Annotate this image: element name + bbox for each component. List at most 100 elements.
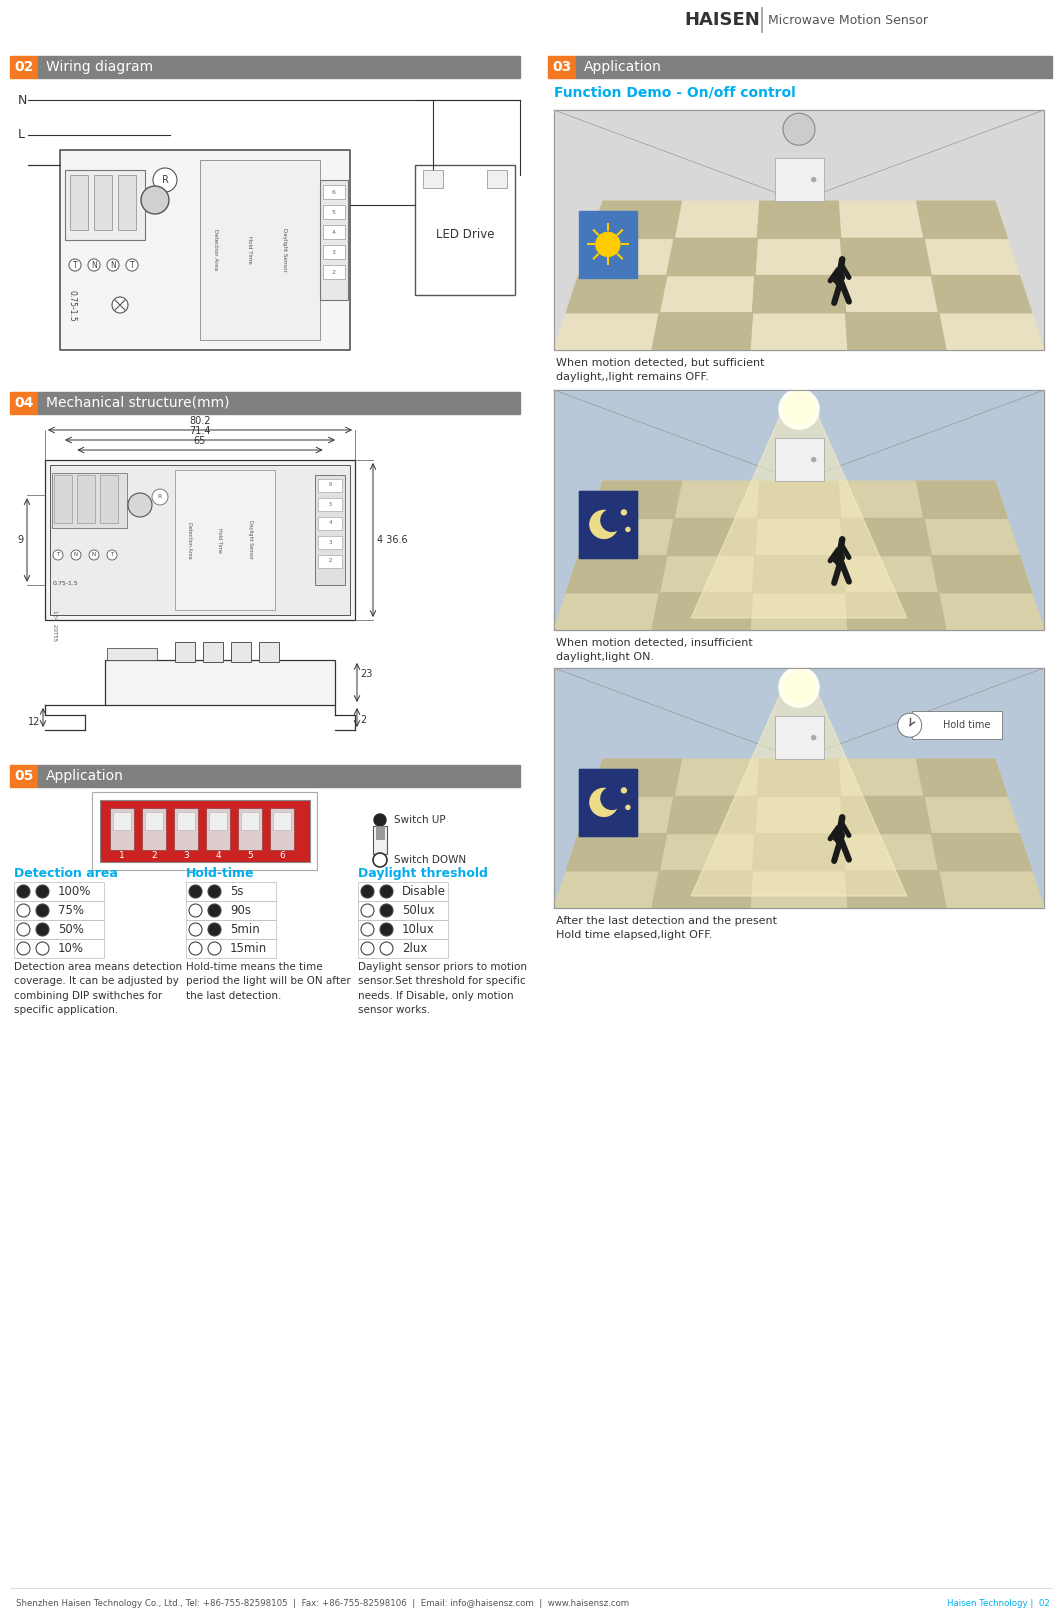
Bar (358, 920, 448, 939)
Bar (554, 110, 1044, 350)
Text: L: L (430, 174, 436, 186)
Circle shape (380, 884, 393, 897)
Circle shape (69, 258, 81, 271)
Bar (554, 391, 1044, 629)
Circle shape (596, 232, 620, 257)
Circle shape (621, 510, 627, 515)
Bar (579, 491, 637, 558)
Bar (323, 265, 345, 279)
Polygon shape (841, 239, 931, 276)
Bar (273, 812, 291, 830)
Text: Detection area means detection
coverage. It can be adjusted by
combining DIP swi: Detection area means detection coverage.… (14, 962, 182, 1015)
Bar (65, 169, 145, 240)
Text: HAISEN: HAISEN (684, 11, 760, 29)
Text: 4 36.6: 4 36.6 (377, 534, 408, 546)
Text: Switch UP: Switch UP (394, 815, 446, 825)
Bar (118, 174, 136, 231)
Text: 3: 3 (183, 852, 189, 860)
Circle shape (780, 389, 819, 429)
Bar (554, 391, 1044, 629)
Bar (318, 516, 342, 529)
Circle shape (208, 884, 221, 897)
Circle shape (107, 550, 117, 560)
Bar (107, 647, 157, 660)
Text: R: R (158, 494, 162, 499)
Text: Haisen Technology |  02: Haisen Technology | 02 (947, 1598, 1050, 1608)
Circle shape (126, 258, 138, 271)
Polygon shape (667, 239, 757, 276)
Circle shape (71, 550, 81, 560)
Text: When motion detected, but sufficient
daylight,,light remains OFF.: When motion detected, but sufficient day… (556, 358, 765, 383)
Text: 65: 65 (193, 436, 206, 445)
Bar (54, 475, 72, 523)
Bar (186, 881, 276, 901)
Bar (145, 812, 162, 830)
Text: 50%: 50% (58, 923, 84, 936)
Bar (318, 479, 342, 492)
Circle shape (626, 805, 630, 809)
Bar (259, 642, 279, 662)
Text: 75%: 75% (58, 904, 84, 917)
Polygon shape (845, 313, 946, 350)
Text: When motion detected, insufficient
daylight,light ON.: When motion detected, insufficient dayli… (556, 638, 753, 662)
Bar (110, 809, 134, 851)
Bar (174, 809, 198, 851)
Text: 2lux: 2lux (402, 943, 427, 955)
Polygon shape (917, 759, 1007, 796)
Polygon shape (931, 833, 1032, 872)
Text: N: N (91, 260, 97, 270)
Circle shape (36, 943, 49, 955)
Text: Mechanical structure(mm): Mechanical structure(mm) (46, 395, 229, 410)
Bar (186, 901, 276, 920)
Text: 03: 03 (552, 60, 571, 74)
Text: Shenzhen Haisen Technology Co., Ltd., Tel: +86-755-82598105  |  Fax: +86-755-825: Shenzhen Haisen Technology Co., Ltd., Te… (16, 1598, 629, 1608)
Text: Function Demo - On/off control: Function Demo - On/off control (554, 86, 795, 100)
Text: T: T (72, 260, 78, 270)
Circle shape (601, 788, 623, 809)
Circle shape (833, 271, 844, 284)
Bar (318, 536, 342, 549)
Bar (175, 642, 195, 662)
Bar (579, 768, 637, 836)
Bar (270, 809, 294, 851)
Circle shape (783, 671, 815, 704)
Text: 10lux: 10lux (402, 923, 434, 936)
Polygon shape (753, 555, 845, 592)
Circle shape (107, 258, 119, 271)
Circle shape (17, 943, 30, 955)
Text: 0.75-1.5: 0.75-1.5 (53, 581, 79, 586)
Text: 4: 4 (328, 520, 331, 526)
Text: Detection area: Detection area (14, 867, 118, 880)
Circle shape (380, 923, 393, 936)
Circle shape (189, 923, 202, 936)
Bar (14, 901, 104, 920)
Bar (113, 812, 131, 830)
Polygon shape (841, 796, 931, 833)
Text: 2: 2 (360, 715, 366, 725)
Bar (774, 717, 823, 759)
Text: N: N (493, 174, 501, 186)
Bar (318, 555, 342, 568)
Circle shape (17, 884, 30, 897)
Text: 6: 6 (332, 189, 336, 195)
Text: 3: 3 (328, 539, 331, 544)
Polygon shape (691, 415, 907, 618)
Bar (38, 56, 520, 77)
Circle shape (36, 884, 49, 897)
Text: 10%: 10% (58, 943, 84, 955)
Polygon shape (566, 276, 667, 313)
Circle shape (373, 854, 387, 867)
Bar (200, 160, 320, 341)
Bar (323, 186, 345, 199)
Bar (554, 668, 1044, 909)
Text: HAISEN: HAISEN (216, 220, 235, 300)
Polygon shape (753, 833, 845, 872)
Polygon shape (845, 592, 946, 629)
Bar (10, 765, 38, 788)
Polygon shape (757, 481, 841, 518)
Bar (95, 174, 112, 231)
Polygon shape (753, 276, 845, 313)
Bar (186, 920, 276, 939)
Text: 2: 2 (151, 852, 157, 860)
Circle shape (380, 904, 393, 917)
